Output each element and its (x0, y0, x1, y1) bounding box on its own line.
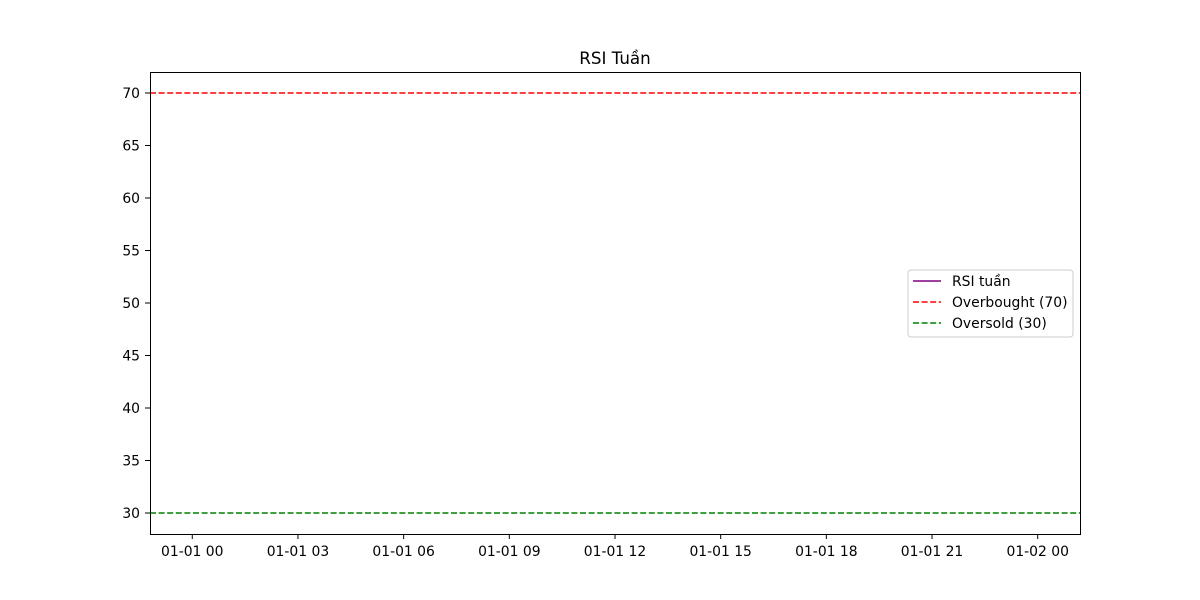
x-tick-label: 01-01 09 (478, 544, 540, 560)
legend-label: Overbought (70) (952, 295, 1068, 311)
legend: RSI tuần Overbought (70) Oversold (30) (907, 269, 1074, 338)
y-tick-label: 50 (122, 296, 140, 312)
x-tick-label: 01-01 18 (795, 544, 857, 560)
y-tick-label: 70 (122, 86, 140, 102)
y-tick-label: 45 (122, 349, 140, 365)
x-tick-label: 01-01 06 (372, 544, 434, 560)
x-tick-label: 01-01 00 (161, 544, 223, 560)
y-axis-ticks: 30 35 40 45 50 55 60 65 70 (122, 86, 150, 522)
legend-label: Oversold (30) (952, 316, 1047, 332)
y-tick-label: 40 (122, 401, 140, 417)
threshold-lines (150, 92, 1080, 514)
y-tick-label: 60 (122, 191, 140, 207)
plot-area-frame (150, 72, 1081, 535)
x-tick-label: 01-02 00 (1006, 544, 1068, 560)
x-tick-label: 01-01 21 (901, 544, 963, 560)
y-tick-label: 55 (122, 244, 140, 260)
x-tick-label: 01-01 03 (267, 544, 329, 560)
y-tick-label: 30 (122, 506, 140, 522)
y-tick-label: 35 (122, 454, 140, 470)
y-tick-label: 65 (122, 139, 140, 155)
x-tick-label: 01-01 15 (689, 544, 751, 560)
legend-label: RSI tuần (952, 274, 1011, 290)
legend-box (907, 269, 1074, 338)
x-axis-ticks: 01-01 00 01-01 03 01-01 06 01-01 09 01-01 12… (161, 534, 1069, 560)
x-tick-label: 01-01 12 (584, 544, 646, 560)
chart-title: RSI Tuần (579, 48, 650, 68)
